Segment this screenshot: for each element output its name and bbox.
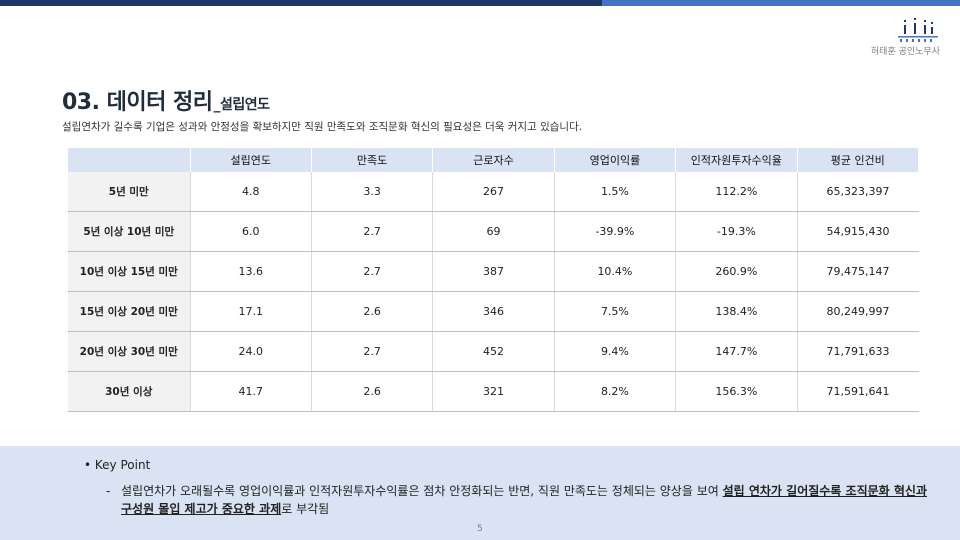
page-title: 03. 데이터 정리_설립연도 bbox=[62, 84, 270, 116]
table-cell: 2.7 bbox=[310, 251, 433, 292]
table-header-row: 설립연도 만족도 근로자수 영업이익률 인적자원투자수익율 평균 인건비 bbox=[68, 148, 920, 172]
firm-name: 허태훈 공인노무사 bbox=[870, 47, 940, 57]
table-cell: 2.7 bbox=[310, 211, 433, 252]
key-point-highlight: 설립 연차가 길어질수록 조직문화 혁신과 구성원 몰입 제고가 중요한 과제 bbox=[121, 484, 927, 516]
table-cell: 9.4% bbox=[553, 331, 676, 372]
page-title-sub: _설립연도 bbox=[213, 97, 271, 113]
key-point-text-after: 로 부각됨 bbox=[281, 502, 330, 516]
table-row: 10년 이상 15년 미만 13.6 2.7 387 10.4% 260.9% … bbox=[68, 251, 919, 292]
table-cell: 6.0 bbox=[189, 211, 312, 252]
row-label: 20년 이상 30년 미만 bbox=[68, 331, 190, 372]
table-cell: 4.8 bbox=[189, 172, 312, 212]
table-cell: 156.3% bbox=[675, 371, 798, 412]
row-label: 15년 이상 20년 미만 bbox=[68, 291, 190, 332]
row-label: 5년 미만 bbox=[68, 172, 190, 212]
table-cell: 2.6 bbox=[310, 291, 433, 332]
top-accent-bar-dark bbox=[0, 0, 602, 6]
table-cell: 79,475,147 bbox=[796, 251, 919, 292]
key-point-heading: • Key Point bbox=[84, 458, 150, 472]
table-cell: -39.9% bbox=[553, 211, 676, 252]
table-cell: 260.9% bbox=[675, 251, 798, 292]
table-cell: 24.0 bbox=[189, 331, 312, 372]
table-cell: 321 bbox=[432, 371, 555, 412]
table-cell: 2.6 bbox=[310, 371, 433, 412]
row-label: 5년 이상 10년 미만 bbox=[68, 211, 190, 252]
table-row: 20년 이상 30년 미만 24.0 2.7 452 9.4% 147.7% 7… bbox=[68, 331, 919, 372]
key-point-heading-text: Key Point bbox=[94, 458, 151, 472]
column-header: 근로자수 bbox=[432, 148, 555, 172]
table-cell: 112.2% bbox=[675, 172, 798, 212]
table-cell: 69 bbox=[432, 211, 555, 252]
data-table: 설립연도 만족도 근로자수 영업이익률 인적자원투자수익율 평균 인건비 5년 … bbox=[68, 148, 920, 412]
table-cell: 41.7 bbox=[189, 371, 312, 412]
table-cell: 10.4% bbox=[553, 251, 676, 292]
page-number: 5 bbox=[477, 524, 483, 534]
firm-logo-icon bbox=[898, 18, 938, 42]
table-cell: 71,591,641 bbox=[796, 371, 919, 412]
table-cell: 80,249,997 bbox=[796, 291, 919, 332]
table-cell: 13.6 bbox=[189, 251, 312, 292]
table-cell: 71,791,633 bbox=[796, 331, 919, 372]
top-accent-bar-light bbox=[602, 0, 960, 6]
table-cell: 452 bbox=[432, 331, 555, 372]
table-cell: 65,323,397 bbox=[796, 172, 919, 212]
table-header-corner bbox=[68, 148, 191, 172]
row-label: 10년 이상 15년 미만 bbox=[68, 251, 190, 292]
table-cell: 387 bbox=[432, 251, 555, 292]
column-header: 만족도 bbox=[311, 148, 434, 172]
bullet-icon: • bbox=[84, 458, 92, 472]
dash-bullet-icon: - bbox=[106, 484, 111, 498]
row-label: 30년 이상 bbox=[68, 371, 190, 412]
table-cell: -19.3% bbox=[675, 211, 798, 252]
table-cell: 17.1 bbox=[189, 291, 312, 332]
table-cell: 2.7 bbox=[310, 331, 433, 372]
table-row: 5년 이상 10년 미만 6.0 2.7 69 -39.9% -19.3% 54… bbox=[68, 211, 919, 252]
table-cell: 147.7% bbox=[675, 331, 798, 372]
table-cell: 138.4% bbox=[675, 291, 798, 332]
table-cell: 7.5% bbox=[553, 291, 676, 332]
table-cell: 54,915,430 bbox=[796, 211, 919, 252]
column-header: 평균 인건비 bbox=[797, 148, 920, 172]
column-header: 인적자원투자수익율 bbox=[675, 148, 798, 172]
column-header: 설립연도 bbox=[190, 148, 312, 172]
table-cell: 1.5% bbox=[553, 172, 676, 212]
table-cell: 267 bbox=[432, 172, 555, 212]
table-cell: 3.3 bbox=[310, 172, 433, 212]
table-row: 5년 미만 4.8 3.3 267 1.5% 112.2% 65,323,397 bbox=[68, 172, 919, 212]
key-point-text-before: 설립연차가 오래될수록 영업이익률과 인적자원투자수익률은 점차 안정화되는 반… bbox=[121, 484, 723, 498]
key-point-box bbox=[0, 446, 960, 540]
page-description: 설립연차가 길수록 기업은 성과와 안정성을 확보하지만 직원 만족도와 조직문… bbox=[62, 121, 583, 133]
table-row: 15년 이상 20년 미만 17.1 2.6 346 7.5% 138.4% 8… bbox=[68, 291, 919, 332]
table-cell: 8.2% bbox=[553, 371, 676, 412]
table-row: 30년 이상 41.7 2.6 321 8.2% 156.3% 71,591,6… bbox=[68, 371, 919, 412]
column-header: 영업이익률 bbox=[554, 148, 677, 172]
table-cell: 346 bbox=[432, 291, 555, 332]
page-title-main: 03. 데이터 정리 bbox=[62, 90, 213, 115]
key-point-text: 설립연차가 오래될수록 영업이익률과 인적자원투자수익률은 점차 안정화되는 반… bbox=[121, 482, 929, 518]
